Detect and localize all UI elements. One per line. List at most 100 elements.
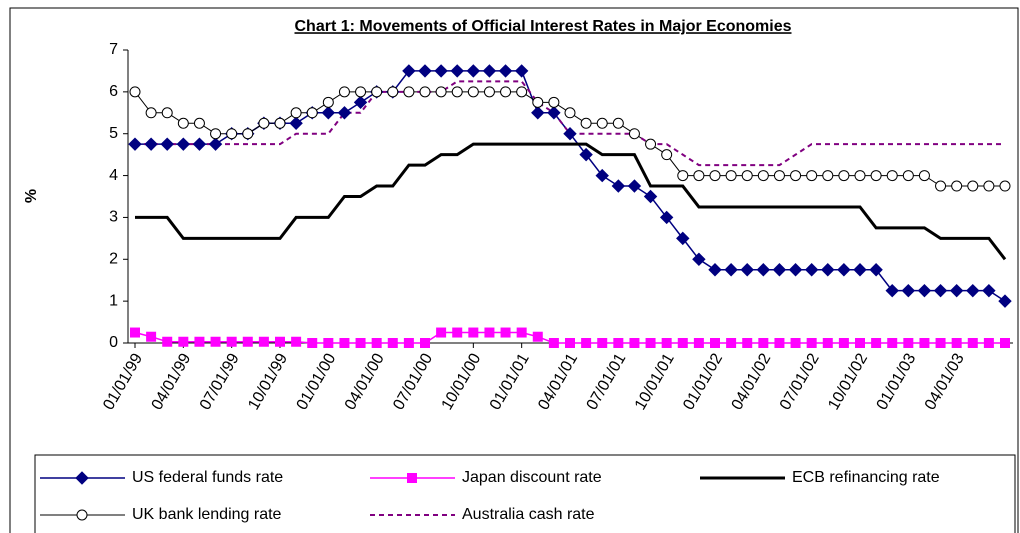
marker [274, 117, 286, 129]
marker [258, 336, 269, 347]
marker [387, 338, 398, 348]
marker [710, 338, 720, 348]
marker [161, 107, 173, 119]
legend-marker [76, 509, 88, 521]
marker [371, 338, 382, 348]
marker [933, 283, 948, 298]
marker [275, 336, 285, 347]
marker [806, 170, 818, 182]
marker [500, 86, 512, 98]
marker [854, 170, 866, 182]
chart-title: Chart 1: Movements of Official Interest … [295, 18, 792, 35]
marker [935, 180, 947, 192]
marker [160, 137, 174, 151]
marker [144, 137, 158, 151]
marker [629, 338, 640, 348]
marker [580, 117, 592, 129]
marker [321, 106, 336, 120]
marker [612, 117, 624, 129]
marker [322, 96, 334, 108]
marker [1000, 338, 1010, 348]
marker [418, 64, 432, 78]
marker [128, 137, 142, 151]
marker [774, 338, 785, 348]
y-tick-label: 7 [109, 41, 118, 58]
legend-label: UK bank lending rate [132, 506, 282, 523]
y-tick-label: 6 [109, 83, 118, 100]
marker [788, 263, 803, 277]
marker [193, 117, 205, 129]
marker [482, 64, 497, 78]
marker [130, 327, 140, 338]
legend-label: Australia cash rate [462, 506, 595, 523]
marker [724, 263, 738, 277]
marker [176, 137, 191, 151]
marker [484, 327, 495, 338]
marker [692, 252, 706, 266]
marker [466, 64, 481, 78]
marker [837, 263, 851, 277]
marker [210, 336, 221, 347]
marker [645, 138, 657, 150]
marker [693, 338, 704, 348]
marker [387, 86, 399, 98]
marker [403, 338, 414, 348]
marker [353, 95, 368, 110]
marker [740, 263, 754, 277]
marker [725, 170, 737, 182]
marker [676, 231, 690, 246]
marker [627, 179, 642, 193]
marker [597, 338, 608, 348]
marker [402, 64, 416, 78]
marker [434, 64, 448, 78]
marker [420, 338, 430, 348]
y-tick-label: 3 [109, 209, 118, 226]
marker [628, 128, 640, 140]
marker [949, 283, 964, 298]
marker [967, 338, 978, 348]
marker [306, 107, 318, 119]
marker [870, 170, 882, 182]
marker [226, 336, 237, 347]
marker [210, 128, 222, 140]
marker [307, 338, 318, 348]
marker [595, 168, 609, 183]
marker [355, 338, 366, 348]
marker [548, 338, 559, 348]
marker [419, 86, 431, 98]
marker [903, 338, 914, 348]
marker [208, 137, 223, 151]
marker [853, 263, 867, 277]
marker [773, 170, 785, 182]
marker [742, 338, 753, 348]
marker [564, 107, 576, 119]
marker [901, 283, 916, 298]
marker [709, 170, 721, 182]
series-line [135, 142, 1007, 261]
marker [563, 127, 577, 141]
marker [838, 170, 850, 182]
marker [951, 180, 963, 192]
marker [450, 64, 464, 78]
marker [693, 170, 705, 182]
marker [145, 107, 157, 119]
marker [146, 331, 157, 342]
marker [919, 338, 930, 348]
marker [467, 86, 479, 98]
marker [885, 283, 899, 298]
marker [902, 170, 914, 182]
marker [162, 336, 173, 347]
marker [129, 86, 141, 98]
marker [371, 86, 383, 98]
marker [967, 180, 979, 192]
marker [999, 180, 1011, 192]
marker [822, 338, 833, 348]
marker [192, 137, 207, 151]
marker [983, 180, 995, 192]
marker [869, 263, 883, 277]
marker [178, 336, 189, 347]
marker [516, 327, 527, 338]
marker [291, 336, 302, 347]
marker [708, 263, 722, 277]
